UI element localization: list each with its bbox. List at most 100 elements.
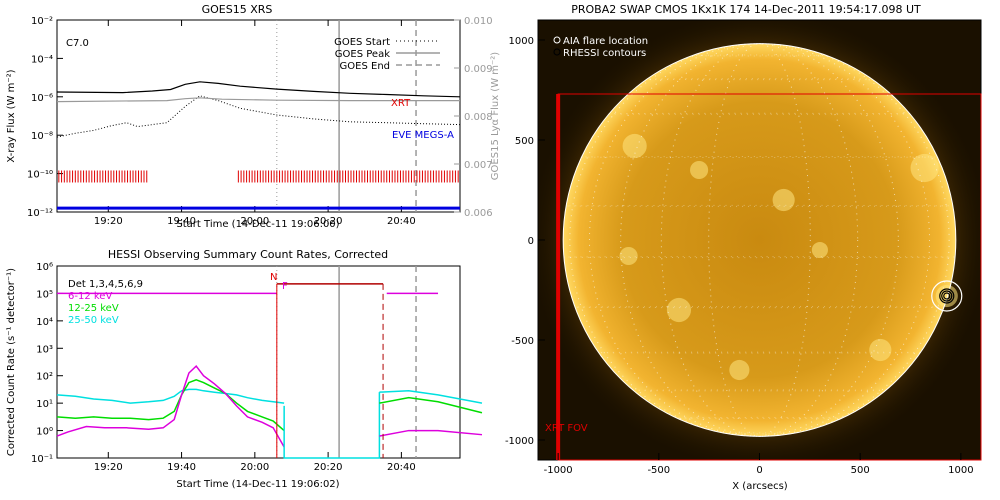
active-region [619, 246, 638, 266]
goes-legend-end: GOES End [340, 61, 390, 72]
swap-legend: AIA flare location RHESSI contours [553, 36, 648, 59]
goes-class-label: C7.0 [66, 38, 89, 49]
hessi-ytick-label: 10² [36, 372, 53, 383]
sun-disk [563, 43, 956, 437]
hessi-title: HESSI Observing Summary Count Rates, Cor… [108, 248, 388, 261]
swap-ytick-label: 500 [515, 136, 534, 147]
active-region [729, 359, 750, 381]
swap-marks: -1000 -500 0 500 1000 -1000 -500 0 500 1000 [505, 36, 982, 476]
swap-xtick-label: 1000 [948, 465, 973, 476]
hessi-post-cyan [379, 390, 483, 404]
swap-ytick-label: -1000 [505, 436, 534, 447]
goes-y2tick-label: 0.007 [464, 160, 493, 171]
swap-ytick-label: -500 [511, 336, 534, 347]
rhessi-contour [941, 290, 953, 302]
swap-panel: PROBA2 SWAP CMOS 1Kx1K 174 14-Dec-2011 1… [505, 3, 982, 492]
swap-legend-rhessi: RHESSI contours [563, 48, 646, 59]
goes-panel: GOES15 XRS 19:20 19:40 20:00 20:20 20:40 10⁻¹… [6, 3, 501, 230]
goes-ylabel-right: GOES15 Lyα Flux (W m⁻²) [490, 52, 501, 180]
goes-ytick-label: 10⁻⁸ [31, 131, 53, 142]
swap-title: PROBA2 SWAP CMOS 1Kx1K 174 14-Dec-2011 1… [571, 3, 921, 16]
hessi-ytick-label: 10⁴ [36, 317, 53, 328]
swap-fov-label: XRT FOV [545, 423, 588, 434]
goes-xtick-label: 20:00 [240, 216, 269, 227]
hessi-ytick-label: 10⁵ [36, 289, 53, 300]
hessi-6-12-line [56, 364, 285, 448]
hessi-legend-6-12: 6-12 keV [68, 291, 112, 302]
goes-title: GOES15 XRS [202, 3, 273, 16]
goes-legend-start: GOES Start [334, 37, 390, 48]
swap-legend-aia: AIA flare location [563, 36, 648, 47]
hessi-flag-n: N [270, 272, 277, 283]
goes-xtick-label: 20:40 [387, 216, 416, 227]
goes-eve-label: EVE MEGS-A [392, 130, 454, 141]
swap-xlabel: X (arcsecs) [732, 481, 788, 492]
goes-ytick-label: 10⁻¹² [27, 208, 53, 219]
goes-xtick-label: 20:20 [314, 216, 343, 227]
limb-circle [562, 43, 957, 437]
hessi-xtick-label: 19:40 [167, 462, 196, 473]
rhessi-contour [943, 292, 951, 300]
hessi-frame [56, 265, 461, 459]
swap-xtick-label: -500 [647, 465, 670, 476]
hessi-ytick-label: 10⁶ [36, 262, 53, 273]
goes-xtick-label: 19:40 [167, 216, 196, 227]
hessi-ytick-label: 10³ [36, 344, 53, 355]
hessi-ytick-label: 10⁰ [36, 427, 53, 438]
active-region [772, 188, 795, 212]
swap-xtick-label: 0 [756, 465, 762, 476]
goes-y2tick-label: 0.010 [464, 16, 493, 27]
hessi-legend-det: Det 1,3,4,5,6,9 [68, 279, 143, 290]
hessi-panel: HESSI Observing Summary Count Rates, Cor… [6, 248, 483, 490]
goes-xrt-label: XRT [391, 98, 411, 109]
hessi-xtick-label: 20:20 [314, 462, 343, 473]
longitude-line [660, 43, 859, 437]
longitude-line [588, 43, 931, 437]
goes-legend: GOES Start GOES Peak GOES End [334, 37, 440, 72]
active-region [935, 284, 958, 308]
swap-xtick-label: 500 [851, 465, 870, 476]
hessi-12-25-line [56, 378, 285, 432]
goes-ytick-label: 10⁻⁶ [31, 93, 53, 104]
swap-legend-aia-symbol [553, 36, 561, 44]
longitude-line [660, 43, 859, 437]
hessi-ylabel: Corrected Count Rate (s⁻¹ detector⁻¹) [6, 268, 17, 456]
active-region [869, 338, 892, 362]
hessi-ytick-label: 10¹ [36, 399, 53, 410]
swap-xtick-label: -1000 [544, 465, 573, 476]
active-region [910, 153, 939, 183]
swap-ytick-label: 0 [528, 236, 534, 247]
rhessi-contour [939, 288, 955, 304]
swap-legend-rhessi-symbol [553, 48, 561, 56]
aia-flare-circle [931, 280, 963, 312]
goes-legend-peak: GOES Peak [335, 49, 390, 60]
hessi-gap-cyan [283, 392, 381, 459]
active-region [811, 241, 828, 259]
goes-ytick-label: 10⁻⁴ [31, 54, 53, 65]
goes-ytick-label: 10⁻² [31, 16, 53, 27]
hessi-xtick-label: 20:40 [387, 462, 416, 473]
hessi-xlabel: Start Time (14-Dec-11 19:06:02) [176, 479, 339, 490]
swap-ytick-label: 1000 [509, 36, 534, 47]
active-region [666, 297, 692, 323]
longitude-line [708, 43, 811, 437]
goes-y2tick-label: 0.008 [464, 112, 493, 123]
swap-image [538, 20, 981, 460]
active-region [622, 133, 647, 159]
goes-y2tick-label: 0.009 [464, 64, 493, 75]
goes-frame [56, 19, 461, 213]
goes-y2tick-label: 0.006 [464, 208, 493, 219]
goes-long-line [56, 81, 461, 98]
goes-xlabel: Start Time (14-Dec-11 19:06:00) [176, 219, 339, 230]
active-region [690, 160, 709, 180]
goes-marks: 19:20 19:40 20:00 20:20 20:40 10⁻¹² 10⁻¹⁰ 10⁻⁸ 1… [27, 16, 493, 227]
hessi-legend: Det 1,3,4,5,6,9 6-12 keV 12-25 keV 25-50… [68, 279, 143, 326]
longitude-line [708, 43, 811, 437]
goes-ylabel: X-ray Flux (W m⁻²) [6, 69, 17, 162]
hessi-post-green [379, 396, 483, 414]
hessi-legend-12-25: 12-25 keV [68, 303, 119, 314]
hessi-25-50-line [56, 388, 285, 404]
goes-lya-line [56, 97, 460, 103]
hessi-post-magenta [379, 429, 483, 437]
